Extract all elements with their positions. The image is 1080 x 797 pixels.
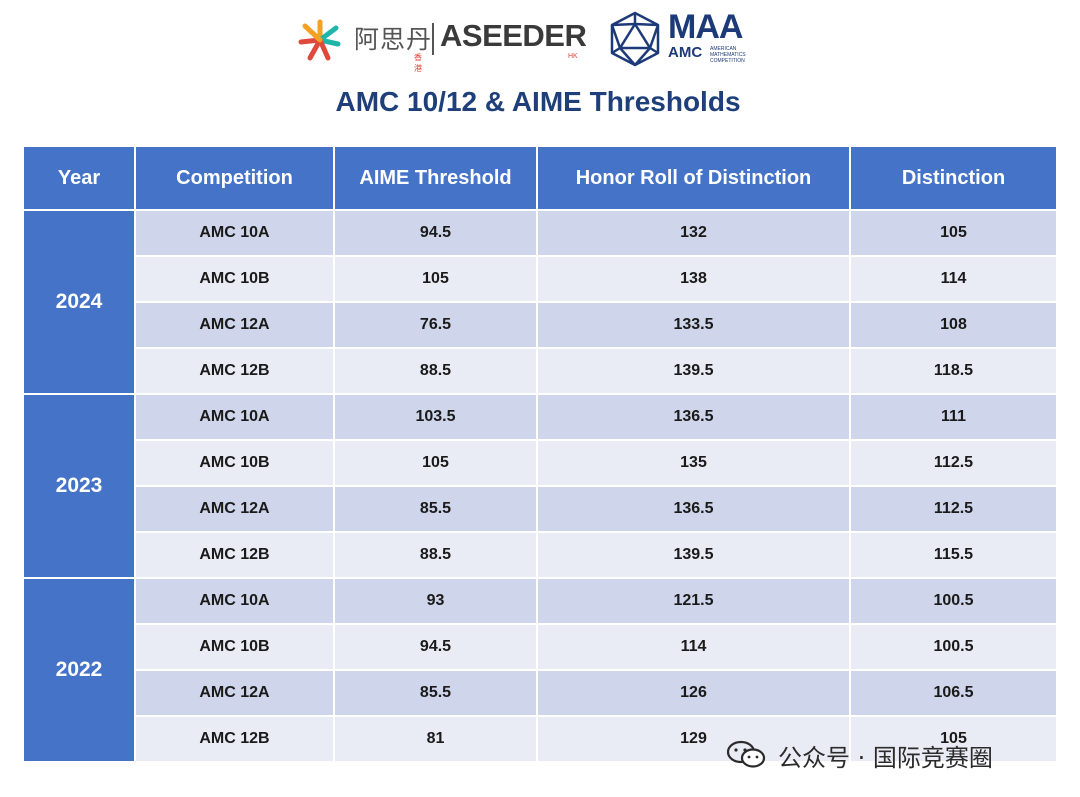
year-cell: 2022 [22, 577, 136, 763]
honor-roll-cell: 139.5 [536, 347, 851, 395]
table-row: AMC 12A 76.5 133.5 108 [23, 301, 1058, 349]
aime-threshold-cell: 94.5 [333, 209, 538, 257]
amc-subtitle: AMERICAN MATHEMATICS COMPETITION [710, 46, 746, 64]
honor-roll-cell: 126 [536, 669, 851, 717]
competition-cell: AMC 12B [134, 531, 335, 579]
distinction-cell: 112.5 [849, 439, 1058, 487]
honor-roll-cell: 132 [536, 209, 851, 257]
aime-threshold-cell: 105 [333, 255, 538, 303]
amc-wordmark: AMC [668, 44, 703, 61]
header-competition: Competition [134, 145, 335, 211]
table-row: AMC 12B 81 129 105 [23, 715, 1058, 763]
logo-bar: 阿思丹 香港 ASEEDER HK MAA AMC AMERICAN MATHE… [0, 8, 1080, 73]
honor-roll-cell: 121.5 [536, 577, 851, 625]
aseeder-brand: ASEEDER [440, 18, 587, 53]
thresholds-table: Year Competition AIME Threshold Honor Ro… [22, 145, 1058, 763]
competition-cell: AMC 12A [134, 301, 335, 349]
aime-threshold-cell: 93 [333, 577, 538, 625]
logo-divider [432, 23, 434, 55]
table-row: 2024 AMC 10A 94.5 132 105 [22, 209, 1058, 395]
table-header-row: Year Competition AIME Threshold Honor Ro… [22, 145, 1058, 211]
distinction-cell: 115.5 [849, 531, 1058, 579]
aime-threshold-cell: 81 [333, 715, 538, 763]
aime-threshold-cell: 88.5 [333, 347, 538, 395]
competition-cell: AMC 12B [134, 347, 335, 395]
distinction-cell: 111 [849, 393, 1058, 441]
aime-threshold-cell: 94.5 [333, 623, 538, 671]
honor-roll-cell: 136.5 [536, 393, 851, 441]
header-distinction: Distinction [849, 145, 1058, 211]
distinction-cell: 100.5 [849, 623, 1058, 671]
distinction-cell: 112.5 [849, 485, 1058, 533]
header-honor-roll: Honor Roll of Distinction [536, 145, 851, 211]
table-row: 2022 AMC 10A 93 121.5 100.5 [22, 577, 1058, 763]
table-row: AMC 12A 85.5 136.5 112.5 [23, 485, 1058, 533]
table-row: AMC 10B 105 138 114 [23, 255, 1058, 303]
aime-threshold-cell: 105 [333, 439, 538, 487]
aime-threshold-cell: 103.5 [333, 393, 538, 441]
aime-threshold-cell: 76.5 [333, 301, 538, 349]
distinction-cell: 114 [849, 255, 1058, 303]
wechat-icon [726, 740, 766, 768]
competition-cell: AMC 10B [134, 255, 335, 303]
header-year: Year [22, 145, 136, 211]
table-row: AMC 10B 105 135 112.5 [23, 439, 1058, 487]
honor-roll-cell: 129 [536, 715, 851, 763]
table-row: AMC 12A 85.5 126 106.5 [23, 669, 1058, 717]
year-cell: 2024 [22, 209, 136, 395]
aseeder-chinese-sub: 香港 [414, 53, 422, 73]
competition-cell: AMC 12A [134, 669, 335, 717]
distinction-cell: 105 [849, 209, 1058, 257]
distinction-cell: 100.5 [849, 577, 1058, 625]
header-aime-threshold: AIME Threshold [333, 145, 538, 211]
competition-cell: AMC 10B [134, 623, 335, 671]
table-row: AMC 12B 88.5 139.5 118.5 [23, 347, 1058, 395]
competition-cell: AMC 10A [134, 209, 335, 257]
table-row: 2023 AMC 10A 103.5 136.5 111 [22, 393, 1058, 579]
maa-wordmark: MAA [668, 8, 743, 46]
honor-roll-cell: 136.5 [536, 485, 851, 533]
competition-cell: AMC 12A [134, 485, 335, 533]
maa-icosahedron-icon [610, 11, 660, 67]
honor-roll-cell: 135 [536, 439, 851, 487]
competition-cell: AMC 10A [134, 393, 335, 441]
distinction-cell: 106.5 [849, 669, 1058, 717]
aime-threshold-cell: 85.5 [333, 669, 538, 717]
aseeder-chinese-name: 阿思丹 [354, 25, 433, 54]
year-cell: 2023 [22, 393, 136, 579]
competition-cell: AMC 10A [134, 577, 335, 625]
distinction-cell: 108 [849, 301, 1058, 349]
honor-roll-cell: 114 [536, 623, 851, 671]
distinction-cell: 118.5 [849, 347, 1058, 395]
distinction-cell: 105 [849, 715, 1058, 763]
aseeder-brand-sub: HK [568, 53, 578, 60]
competition-cell: AMC 12B [134, 715, 335, 763]
table-row: AMC 10B 94.5 114 100.5 [23, 623, 1058, 671]
watermark-text: 公众号 · 国际竞赛圈 [778, 744, 993, 772]
page-title: AMC 10/12 & AIME Thresholds [335, 86, 741, 117]
aime-threshold-cell: 88.5 [333, 531, 538, 579]
honor-roll-cell: 139.5 [536, 531, 851, 579]
honor-roll-cell: 133.5 [536, 301, 851, 349]
table-row: AMC 12B 88.5 139.5 115.5 [23, 531, 1058, 579]
competition-cell: AMC 10B [134, 439, 335, 487]
wechat-watermark: 公众号 · 国际竞赛圈 [726, 738, 1056, 772]
aseeder-burst-icon [298, 19, 341, 61]
honor-roll-cell: 138 [536, 255, 851, 303]
aime-threshold-cell: 85.5 [333, 485, 538, 533]
maa-amc-logo: MAA AMC AMERICAN MATHEMATICS COMPETITION [606, 8, 766, 68]
